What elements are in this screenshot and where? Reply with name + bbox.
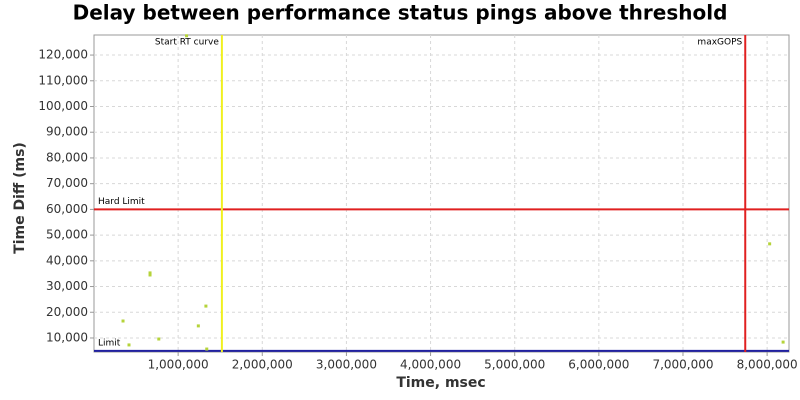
point	[205, 347, 209, 351]
y-tick-label: 110,000	[38, 73, 88, 87]
y-tick-label: 120,000	[38, 48, 88, 62]
reference-label: Limit	[98, 338, 121, 348]
reference-label: Hard Limit	[98, 197, 145, 207]
y-tick-label: 100,000	[38, 99, 88, 113]
y-tick-label: 80,000	[46, 150, 88, 164]
point	[781, 340, 785, 344]
reference-label: Start RT curve	[155, 38, 219, 48]
point	[768, 242, 772, 246]
point	[127, 343, 131, 347]
x-tick-label: 2,000,000	[232, 358, 293, 372]
x-tick-label: 4,000,000	[400, 358, 461, 372]
point	[121, 319, 125, 323]
x-tick-label: 3,000,000	[316, 358, 377, 372]
y-tick-label: 20,000	[46, 305, 88, 319]
y-axis-label: Time Diff (ms)	[12, 142, 28, 254]
point	[196, 324, 200, 328]
x-tick-label: 1,000,000	[148, 358, 209, 372]
y-tick-label: 40,000	[46, 253, 88, 267]
x-tick-label: 8,000,000	[737, 358, 798, 372]
y-tick-label: 90,000	[46, 125, 88, 139]
x-axis-label: Time, msec	[396, 375, 485, 391]
y-tick-label: 50,000	[46, 228, 88, 242]
x-tick-label: 7,000,000	[652, 358, 713, 372]
x-tick-label: 6,000,000	[568, 358, 629, 372]
y-tick-label: 60,000	[46, 202, 88, 216]
point	[185, 34, 189, 38]
point	[148, 271, 152, 275]
y-tick-label: 10,000	[46, 330, 88, 344]
point	[157, 337, 161, 341]
point	[148, 273, 152, 277]
y-tick-label: 70,000	[46, 176, 88, 190]
point	[204, 304, 208, 308]
chart-title: Delay between performance status pings a…	[73, 1, 728, 25]
plot-area	[93, 34, 790, 353]
x-tick-label: 5,000,000	[484, 358, 545, 372]
reference-label: maxGOPS	[697, 38, 742, 48]
y-tick-label: 30,000	[46, 279, 88, 293]
